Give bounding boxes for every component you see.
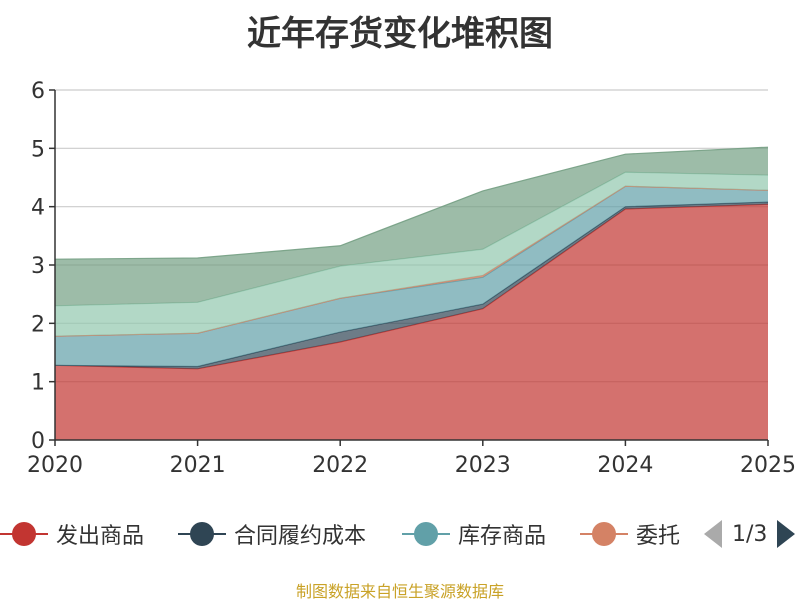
chart-legend: 发出商品 合同履约成本 库存商品 委托 [0, 512, 800, 556]
y-tick-label-3: 3 [31, 254, 45, 279]
y-tick-label-5: 5 [31, 137, 45, 162]
area-series-2 [55, 186, 768, 367]
legend-label: 发出商品 [56, 524, 145, 549]
y-tick-label-6: 6 [31, 79, 45, 104]
legend-marker-icon [178, 512, 226, 556]
legend-item-1[interactable]: 合同履约成本 [178, 512, 366, 556]
line-series-5 [54, 146, 769, 260]
x-tick-label-2020: 2020 [27, 453, 83, 478]
legend-marker-icon [0, 512, 48, 556]
x-tick-label-2021: 2021 [170, 453, 226, 478]
legend-item-3[interactable]: 委托 [580, 512, 680, 556]
legend-page-indicator: 1/3 [732, 521, 768, 547]
legend-label: 委托 [636, 524, 681, 549]
chart-title: 近年存货变化堆积图 [247, 14, 553, 54]
legend-marker-icon [402, 512, 450, 556]
y-tick-label-2: 2 [31, 312, 45, 337]
y-tick-label-1: 1 [31, 371, 45, 396]
legend-label: 合同履约成本 [234, 524, 367, 549]
x-tick-label-2025: 2025 [740, 453, 796, 478]
x-tick-label-2024: 2024 [597, 453, 653, 478]
source-note: 制图数据来自恒生聚源数据库 [295, 582, 504, 601]
area-series-4 [55, 172, 768, 337]
area-series-0 [55, 204, 768, 440]
legend-prev-page-arrow-icon[interactable] [704, 520, 722, 548]
legend-marker-icon [580, 512, 628, 556]
legend-next-page-arrow-icon[interactable] [777, 520, 796, 548]
x-tick-label-2023: 2023 [455, 453, 511, 478]
x-tick-label-2022: 2022 [312, 453, 368, 478]
legend-pager: 1/3 [700, 512, 800, 556]
legend-label: 库存商品 [458, 524, 547, 549]
y-tick-label-0: 0 [31, 429, 45, 454]
area-series-5 [55, 147, 768, 306]
legend-item-0[interactable]: 发出商品 [0, 512, 144, 556]
legend-item-2[interactable]: 库存商品 [402, 512, 546, 556]
y-tick-label-4: 4 [31, 196, 45, 221]
